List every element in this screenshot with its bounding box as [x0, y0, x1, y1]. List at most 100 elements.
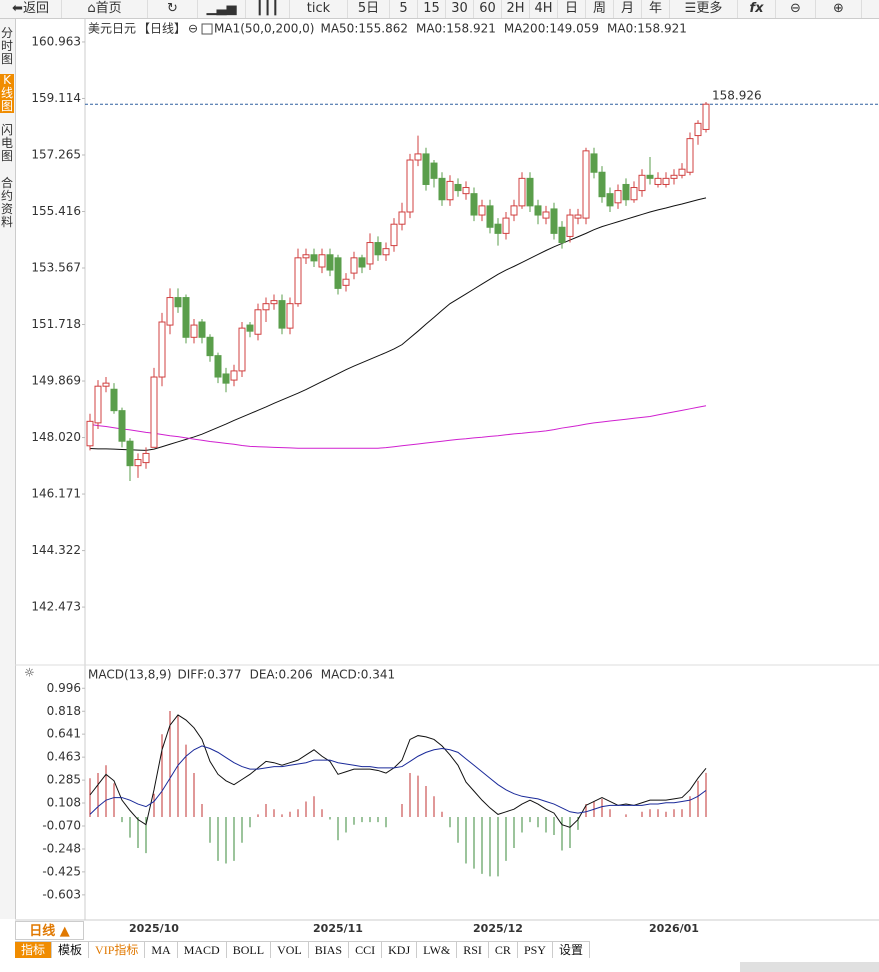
candle-body [534, 205, 542, 216]
scrollbar [740, 962, 879, 972]
indicator-tab[interactable]: CCI [349, 941, 383, 958]
indicator-tab[interactable]: BIAS [308, 941, 350, 958]
indicator-tab[interactable]: 设置 [552, 941, 590, 958]
candle-body [166, 297, 174, 326]
candle-body [230, 370, 238, 381]
tick-button[interactable]: tick [290, 0, 348, 18]
period-button[interactable]: 5 [390, 0, 418, 18]
y-tick-label: 149.869 [31, 374, 81, 388]
period-button[interactable]: 月 [614, 0, 642, 18]
side-tab[interactable]: K线图 [0, 73, 14, 113]
zoom-in-button[interactable]: ⊕ [816, 0, 862, 18]
period-select[interactable]: 日线 ▲ [15, 921, 84, 940]
indicator-tab[interactable]: 指标 [15, 941, 53, 958]
indicator-tab[interactable]: MA [145, 941, 178, 958]
legend-entry: MA0:158.921 [607, 22, 687, 36]
period-button[interactable]: 30 [446, 0, 474, 18]
y-tick-label: 0.285 [47, 773, 81, 787]
candle-body [118, 410, 126, 442]
candle-body [246, 324, 254, 332]
y-tick-label: 0.463 [47, 750, 81, 764]
candle-body [566, 214, 574, 237]
candle-body [286, 303, 294, 329]
period-button[interactable]: 年 [642, 0, 670, 18]
candle-body [430, 162, 438, 179]
candle-type-button[interactable]: ┃┃┃ [246, 0, 290, 18]
side-tab[interactable]: 合约资料 [0, 176, 13, 229]
candle-body [190, 324, 198, 338]
indicator-tab[interactable]: CR [488, 941, 518, 958]
candle-body [638, 174, 646, 192]
indicator-tab[interactable]: 模板 [52, 941, 90, 958]
indicator-tab[interactable]: KDJ [382, 941, 418, 958]
candle-body [94, 385, 102, 424]
candle-body [422, 153, 430, 185]
indicator-tabs: 指标 模板 VIP指标 MA MACD BOLL VOL BIAS CCI KDJ LW& RSI CR… [15, 941, 590, 958]
candle-body [278, 300, 286, 329]
period-button[interactable]: 15 [418, 0, 446, 18]
legend-entry: MACD:0.341 [321, 668, 395, 682]
candle-body [358, 257, 366, 268]
candle-body [342, 278, 350, 286]
x-tick-label: 2026/01 [649, 922, 699, 935]
y-tick-label: 142.473 [31, 600, 81, 614]
indicator-tab[interactable]: VIP指标 [89, 941, 146, 958]
period-button[interactable]: 60 [474, 0, 502, 18]
settings-icon[interactable]: ☼ [24, 666, 35, 680]
indicator-tab[interactable]: MACD [177, 941, 227, 958]
ma-line [89, 197, 707, 451]
candle-body [390, 223, 398, 247]
side-tab[interactable]: 分时图 [0, 26, 13, 66]
y-tick-label: 159.114 [31, 91, 81, 105]
period-button[interactable]: 5日 [348, 0, 390, 18]
candle-body [254, 309, 262, 335]
side-tab[interactable]: 闪电图 [0, 123, 13, 163]
candle-body [414, 153, 422, 161]
indicator-tab[interactable]: RSI [457, 941, 489, 958]
candle-body [126, 440, 134, 467]
home-button[interactable]: ⌂首页 [62, 0, 148, 18]
formula-button[interactable]: fx [738, 0, 776, 18]
y-tick-label: -0.248 [42, 842, 81, 856]
y-tick-label: -0.425 [42, 864, 81, 878]
y-tick-label: 144.322 [31, 543, 81, 557]
candle-body [502, 217, 510, 234]
y-tick-label: 0.818 [47, 704, 81, 718]
candle-body [494, 223, 502, 234]
indicator-tab[interactable]: LW& [417, 941, 458, 958]
period-button[interactable]: 2H [502, 0, 530, 18]
candle-body [142, 452, 150, 464]
candle-body [294, 257, 302, 305]
indicator-tab[interactable]: BOLL [226, 941, 272, 958]
chart-title: MACD(13,8,9) [88, 668, 172, 682]
indicator-tab[interactable]: PSY [517, 941, 553, 958]
y-tick-label: 0.108 [47, 796, 81, 810]
candle-body [222, 373, 230, 384]
candle-body [406, 159, 414, 213]
legend-entry: DEA:0.206 [250, 668, 313, 682]
candle-body [350, 257, 358, 274]
candle-body [238, 327, 246, 372]
more-button[interactable]: ☰更多 [670, 0, 738, 18]
back-label: 返回 [22, 1, 49, 16]
candle-body [550, 208, 558, 234]
period-button[interactable]: 周 [586, 0, 614, 18]
zoom-out-button[interactable]: ⊖ [776, 0, 816, 18]
candle-body [310, 254, 318, 262]
back-button[interactable]: ⬅返回 [0, 0, 62, 18]
indicator-name: MA1(50,0,200,0) [214, 22, 314, 36]
x-tick-label: 2025/11 [313, 922, 363, 935]
candle-body [582, 150, 590, 219]
candle-body [478, 205, 486, 216]
candle-body [438, 177, 446, 201]
ma-line [89, 405, 707, 449]
period-button[interactable]: 4H [530, 0, 558, 18]
settings-icon: ⊖ [188, 22, 198, 36]
y-tick-label: -0.603 [42, 887, 81, 901]
chart-title: 美元日元 [88, 22, 136, 36]
chart-type-button[interactable]: ▁▃▅ [198, 0, 246, 18]
period-button[interactable]: 日 [558, 0, 586, 18]
indicator-tab[interactable]: VOL [271, 941, 309, 958]
refresh-button[interactable]: ↻ [148, 0, 198, 18]
